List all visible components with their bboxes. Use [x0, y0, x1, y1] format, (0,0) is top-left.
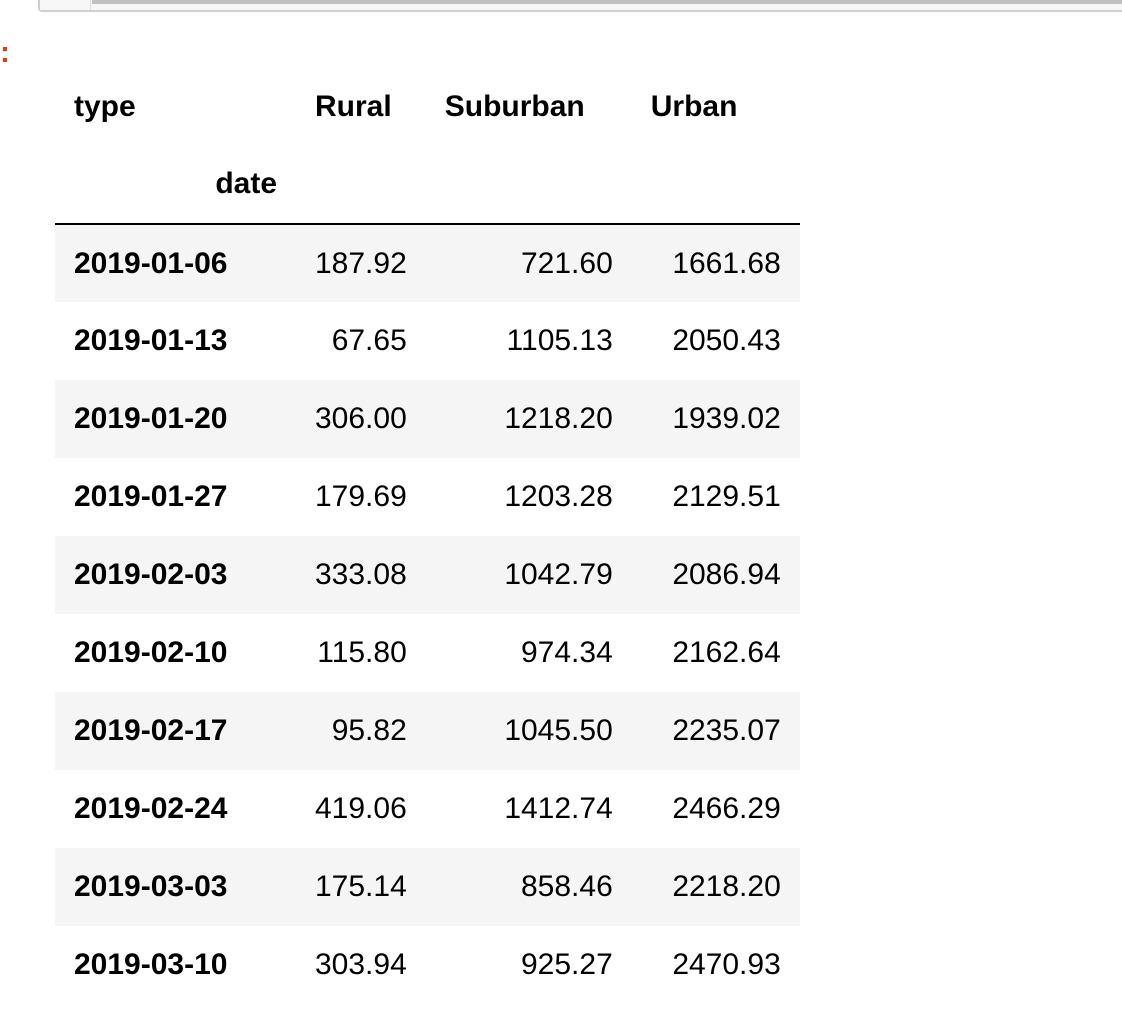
row-index-date: 2019-02-10 — [74, 636, 228, 669]
index-name-row: date — [55, 144, 800, 225]
cell-suburban: 1042.79 — [504, 558, 613, 591]
horizontal-scrollbar[interactable] — [92, 0, 1122, 4]
cell-urban: 2050.43 — [672, 324, 781, 357]
table-row: 2019-02-17 95.82 1045.50 2235.07 — [55, 692, 800, 770]
cell-suburban: 1203.28 — [504, 480, 613, 513]
table-row: 2019-01-06 187.92 721.60 1661.68 — [55, 224, 800, 302]
cell-rural: 303.94 — [315, 948, 407, 981]
cell-rural: 187.92 — [315, 246, 407, 280]
cell-urban: 2129.51 — [672, 480, 781, 513]
table-row: 2019-02-10 115.80 974.34 2162.64 — [55, 614, 800, 692]
table-row: 2019-01-13 67.65 1105.13 2050.43 — [55, 302, 800, 380]
cell-urban: 2235.07 — [672, 714, 781, 747]
row-index-date: 2019-01-27 — [74, 480, 228, 513]
cell-suburban: 974.34 — [521, 636, 613, 669]
cell-urban: 1661.68 — [672, 246, 781, 280]
empty-header-cell — [296, 144, 426, 225]
output-prompt: : — [0, 36, 10, 69]
code-cell-input-area[interactable] — [38, 0, 1122, 12]
column-header-suburban: Suburban — [444, 90, 585, 123]
table-row: 2019-02-24 419.06 1412.74 2466.29 — [55, 770, 800, 848]
cell-urban: 2162.64 — [672, 636, 781, 669]
table-row: 2019-03-10 303.94 925.27 2470.93 — [55, 926, 800, 1004]
cell-suburban: 1412.74 — [504, 792, 613, 825]
cell-rural: 175.14 — [315, 870, 407, 903]
row-index-date: 2019-02-03 — [74, 558, 228, 591]
empty-header-cell — [425, 144, 632, 225]
cell-rural: 115.80 — [317, 636, 407, 669]
column-header-urban: Urban — [650, 90, 738, 123]
row-index-date: 2019-01-06 — [74, 246, 228, 280]
empty-header-cell — [631, 144, 800, 225]
cell-urban: 2086.94 — [672, 558, 781, 591]
cell-suburban: 1218.20 — [504, 402, 613, 435]
row-index-date: 2019-03-10 — [74, 948, 228, 981]
cell-urban: 2470.93 — [672, 948, 781, 981]
dataframe-table: type Rural Suburban Urban date 2019-01-0… — [55, 70, 800, 1004]
cell-urban: 1939.02 — [672, 402, 781, 435]
row-index-date: 2019-01-20 — [74, 402, 228, 435]
row-index-date: 2019-02-17 — [74, 714, 228, 747]
cell-rural: 333.08 — [315, 558, 407, 591]
row-index-date: 2019-01-13 — [74, 324, 228, 357]
cell-suburban: 858.46 — [521, 870, 613, 903]
cell-rural: 95.82 — [331, 714, 407, 747]
dataframe-output: type Rural Suburban Urban date 2019-01-0… — [55, 70, 800, 1004]
index-name-label: date — [55, 144, 296, 225]
table-row: 2019-03-03 175.14 858.46 2218.20 — [55, 848, 800, 926]
cell-rural: 67.65 — [331, 324, 407, 357]
column-header-row: type Rural Suburban Urban — [55, 70, 800, 144]
table-row: 2019-01-20 306.00 1218.20 1939.02 — [55, 380, 800, 458]
cell-suburban: 1105.13 — [506, 324, 613, 357]
cell-suburban: 925.27 — [521, 948, 613, 981]
cell-suburban: 1045.50 — [504, 714, 613, 747]
row-index-date: 2019-02-24 — [74, 792, 228, 825]
cell-rural: 306.00 — [315, 402, 407, 435]
row-index-date: 2019-03-03 — [74, 870, 228, 903]
table-row: 2019-01-27 179.69 1203.28 2129.51 — [55, 458, 800, 536]
input-gutter — [40, 0, 91, 10]
cell-rural: 179.69 — [315, 480, 407, 513]
columns-name-label: type — [74, 90, 136, 123]
cell-suburban: 721.60 — [521, 246, 613, 280]
table-row: 2019-02-03 333.08 1042.79 2086.94 — [55, 536, 800, 614]
cell-urban: 2466.29 — [672, 792, 781, 825]
column-header-rural: Rural — [315, 90, 392, 123]
cell-rural: 419.06 — [315, 792, 407, 825]
cell-urban: 2218.20 — [672, 870, 781, 903]
